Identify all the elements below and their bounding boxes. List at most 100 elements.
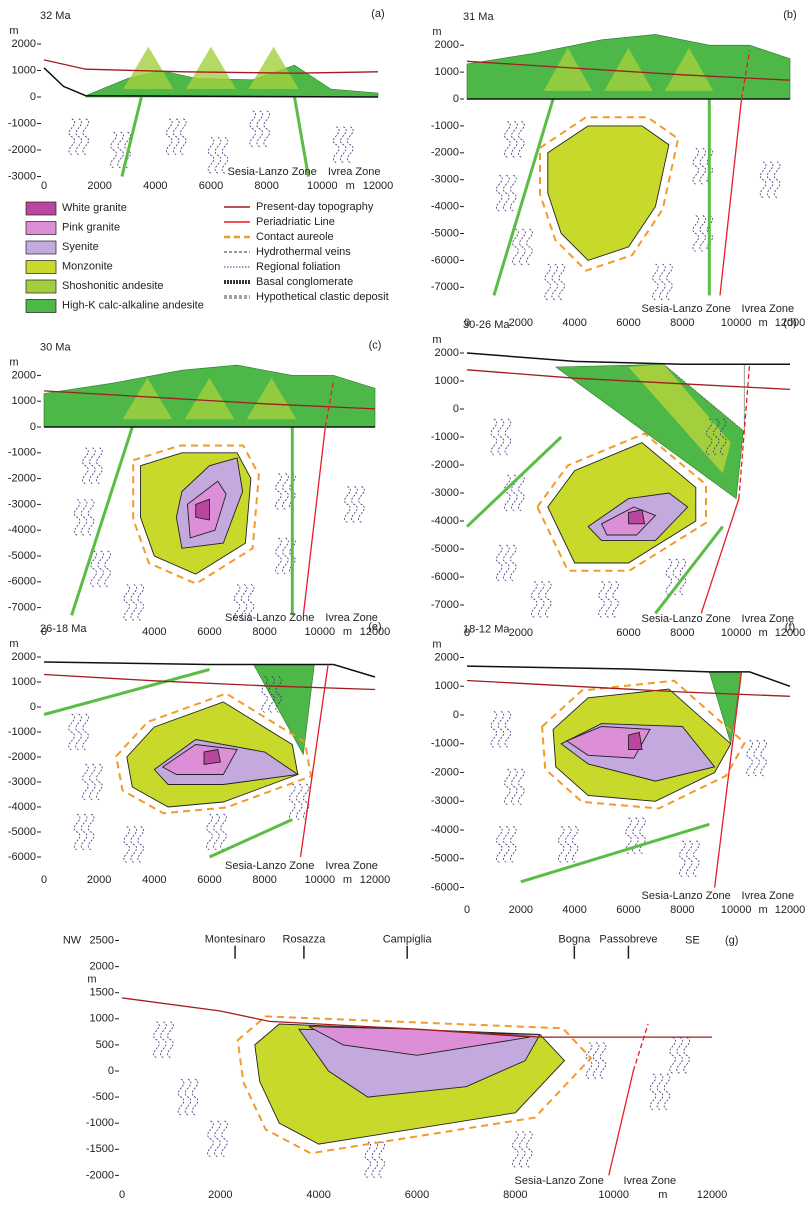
x-tick-label: 0 (119, 1189, 125, 1201)
panel: 200010000-1000-2000-3000-4000-5000-6000-… (8, 339, 390, 638)
foliation (667, 264, 673, 300)
y-tick-label: 2000 (90, 961, 114, 973)
foliation (693, 841, 699, 877)
x-tick-label: 4000 (142, 626, 166, 638)
y-tick-label: 2000 (435, 651, 459, 663)
y-tick-label: -4000 (431, 515, 459, 527)
y-tick-label: 2000 (12, 651, 36, 663)
locality: Montesinaro (205, 933, 266, 945)
x-tick-label: 2000 (509, 627, 533, 639)
y-tick-label: 0 (108, 1065, 114, 1077)
dyke (122, 97, 141, 177)
dyke (210, 820, 293, 858)
foliation (289, 784, 295, 820)
zone-label: Sesia-Lanzo Zone (515, 1175, 604, 1187)
x-tick-label: 10000 (305, 626, 336, 638)
y-tick-label: -2000 (431, 459, 459, 471)
x-unit: m (343, 626, 352, 638)
y-unit: m (87, 974, 96, 986)
x-tick-label: 6000 (405, 1189, 429, 1201)
zone-label: Sesia-Lanzo Zone (642, 303, 731, 315)
x-tick-label: 12000 (360, 874, 391, 886)
y-tick-label: -5000 (8, 826, 36, 838)
y-tick-label: 1000 (12, 676, 36, 688)
legend-label: Regional foliation (256, 261, 340, 273)
y-tick-label: -2000 (431, 766, 459, 778)
foliation (664, 1074, 670, 1110)
y-tick-label: -2000 (8, 473, 36, 485)
x-tick-label: 2000 (87, 874, 111, 886)
y-tick-label: -1000 (8, 726, 36, 738)
x-tick-label: 10000 (721, 627, 752, 639)
panel-label: (f) (785, 621, 795, 633)
panel: 200010000-1000-2000-3000-4000-5000-6000-… (431, 9, 805, 329)
x-tick-label: 6000 (197, 626, 221, 638)
foliation (679, 841, 685, 877)
foliation (545, 581, 551, 617)
foliation (504, 475, 510, 511)
x-tick-label: 10000 (598, 1189, 629, 1201)
foliation (222, 1121, 228, 1157)
shoshonitic-layer (186, 47, 236, 89)
foliation (74, 814, 80, 850)
foliation (98, 551, 104, 587)
age-label: 32 Ma (40, 10, 71, 22)
y-tick-label: -7000 (431, 599, 459, 611)
zone-label: Ivrea Zone (742, 890, 795, 902)
foliation (496, 826, 502, 862)
y-tick-label: -1000 (86, 1117, 114, 1129)
foliation (345, 486, 351, 522)
panel-label: (e) (368, 621, 381, 633)
y-tick-label: 1000 (12, 395, 36, 407)
y-tick-label: 1000 (90, 1013, 114, 1025)
foliation (613, 581, 619, 617)
y-tick-label: -2000 (431, 147, 459, 159)
zone-label: Sesia-Lanzo Zone (642, 613, 731, 625)
y-tick-label: 1500 (90, 987, 114, 999)
foliation (372, 1142, 378, 1178)
foliation (496, 175, 502, 211)
legend-label: Hydrothermal veins (256, 246, 351, 258)
foliation (599, 581, 605, 617)
foliation (700, 148, 706, 184)
y-unit: m (9, 25, 18, 37)
legend-label: Shoshonitic andesite (62, 280, 164, 292)
foliation (131, 827, 137, 863)
foliation (192, 1079, 198, 1115)
periadriatic-line (609, 1071, 634, 1175)
foliation (88, 814, 94, 850)
foliation (519, 1131, 525, 1167)
x-unit: m (758, 627, 767, 639)
foliation (496, 545, 502, 581)
foliation (491, 419, 497, 455)
x-tick-label: 2000 (509, 904, 533, 916)
white-granite (629, 732, 643, 749)
y-tick-label: -2000 (8, 751, 36, 763)
y-tick-label: -4000 (431, 201, 459, 213)
y-tick-label: -6000 (431, 254, 459, 266)
y-tick-label: 1000 (435, 375, 459, 387)
x-tick-label: 4000 (562, 317, 586, 329)
foliation (105, 551, 111, 587)
foliation (89, 448, 95, 484)
y-tick-label: 2000 (12, 38, 36, 50)
foliation (510, 826, 516, 862)
panel-label: (b) (783, 9, 796, 21)
white-granite (629, 510, 645, 524)
x-tick-label: 6000 (199, 180, 223, 192)
legend-swatch (26, 241, 56, 254)
foliation (700, 216, 706, 252)
x-unit: m (346, 180, 355, 192)
foliation (693, 148, 699, 184)
foliation (760, 162, 766, 198)
legend-label: White granite (62, 202, 127, 214)
age-label: 18-12 Ma (463, 623, 510, 635)
x-tick-label: 10000 (307, 180, 338, 192)
y-tick-label: -3000 (431, 174, 459, 186)
legend-swatch (26, 300, 56, 313)
x-unit: m (343, 874, 352, 886)
legend-label: Pink granite (62, 221, 120, 233)
foliation (518, 769, 524, 805)
y-tick-label: -6000 (8, 576, 36, 588)
panel: 200010000-1000-2000-3000m020004000600080… (8, 8, 393, 192)
